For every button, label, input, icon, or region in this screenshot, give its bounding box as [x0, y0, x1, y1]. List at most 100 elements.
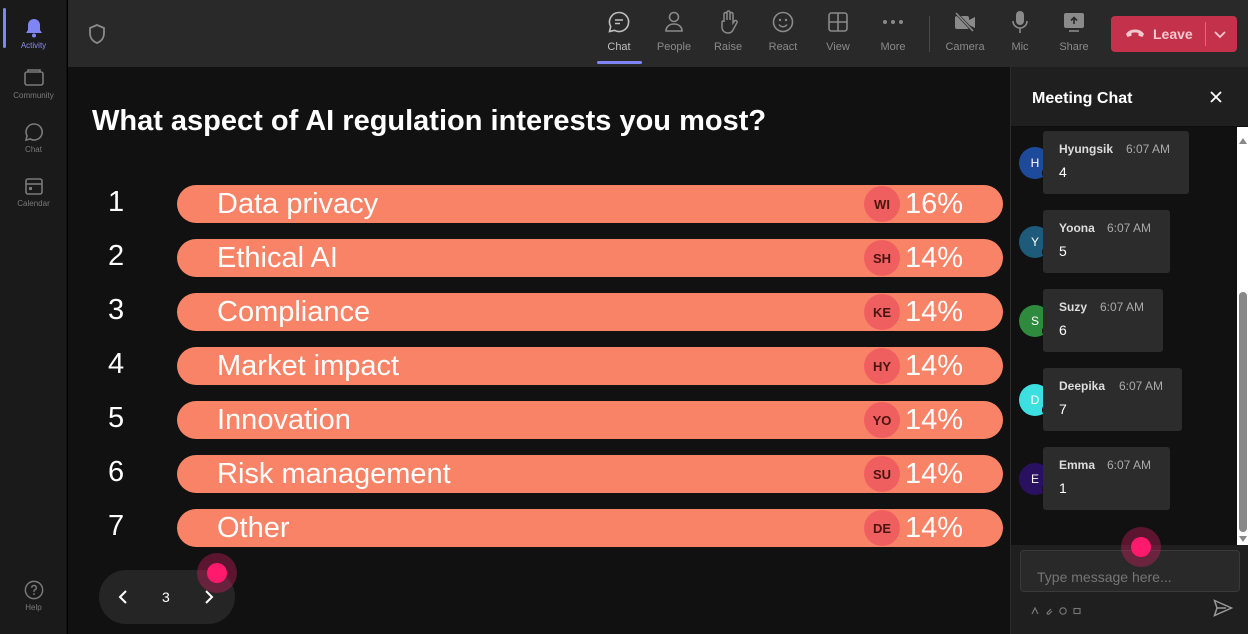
leave-label: Leave — [1153, 26, 1193, 42]
voter-avatar: YO — [864, 402, 900, 438]
option-percent: 14% — [905, 458, 964, 490]
message-bubble: Emma 6:07 AM 1 — [1043, 447, 1170, 510]
option-label: Risk management — [217, 458, 451, 490]
scroll-up-icon[interactable] — [1239, 131, 1247, 149]
emoji-icon[interactable] — [1059, 602, 1067, 620]
chevron-left-icon[interactable] — [115, 588, 133, 611]
toolbar-button-label: React — [768, 41, 798, 53]
option-number: 3 — [108, 294, 125, 326]
message-bubble: Deepika 6:07 AM 7 — [1043, 368, 1182, 431]
share-icon — [1062, 10, 1086, 34]
community-icon — [23, 68, 44, 88]
chevron-down-icon[interactable] — [1213, 27, 1227, 46]
scrollbar-thumb[interactable] — [1239, 292, 1247, 532]
format-icon[interactable] — [1031, 602, 1039, 620]
option-percent: 14% — [905, 242, 964, 274]
poll-question: What aspect of AI regulation interests y… — [92, 105, 767, 137]
left-rail: Activity Community Chat Calendar Help — [0, 0, 67, 634]
message-time: 6:07 AM — [1126, 142, 1171, 156]
option-percent: 14% — [905, 512, 964, 544]
toolbar-button-label: People — [656, 41, 692, 53]
grid-icon — [826, 10, 850, 34]
toolbar-mic-button[interactable]: Mic — [994, 10, 1046, 60]
poll-option[interactable]: 7 Other DE 14% — [68, 508, 1010, 548]
sender-name: Emma — [1059, 458, 1096, 472]
message-bubble: Hyungsik 6:07 AM 4 — [1043, 131, 1189, 194]
toolbar-people-button[interactable]: People — [648, 10, 700, 60]
poll-option[interactable]: 1 Data privacy WI 16% — [68, 184, 1010, 224]
message-text: 4 — [1059, 164, 1067, 180]
rail-item-help[interactable]: Help — [0, 570, 67, 620]
message-text: 5 — [1059, 243, 1067, 259]
sender-name: Deepika — [1059, 379, 1106, 393]
option-bar: Innovation YO 14% — [177, 401, 1003, 439]
option-label: Other — [217, 512, 290, 544]
people-icon — [662, 10, 686, 34]
option-bar: Compliance KE 14% — [177, 293, 1003, 331]
rail-item-activity[interactable]: Activity — [0, 8, 67, 58]
toolbar-button-label: View — [826, 41, 850, 53]
toolbar-react-button[interactable]: React — [757, 10, 809, 60]
rail-item-label: Chat — [25, 145, 42, 154]
help-icon — [24, 580, 44, 600]
toolbar-chat-button[interactable]: Chat — [593, 10, 645, 60]
message-bubble: Yoona 6:07 AM 5 — [1043, 210, 1170, 273]
toolbar-view-button[interactable]: View — [812, 10, 864, 60]
compose-toolbar — [1031, 602, 1081, 620]
leave-button[interactable]: Leave — [1111, 16, 1237, 52]
toolbar-button-label: More — [880, 41, 906, 53]
toolbar-camera-button[interactable]: Camera — [939, 10, 991, 60]
toolbar-raise-button[interactable]: Raise — [702, 10, 754, 60]
rail-item-label: Activity — [20, 41, 47, 50]
message-text: 6 — [1059, 322, 1067, 338]
hand-icon — [716, 10, 740, 34]
toolbar-share-button[interactable]: Share — [1048, 10, 1100, 60]
active-tab-indicator — [597, 61, 642, 64]
voter-avatar: DE — [864, 510, 900, 546]
rail-item-community[interactable]: Community — [0, 58, 67, 108]
option-bar: Data privacy WI 16% — [177, 185, 1003, 223]
option-label: Data privacy — [217, 188, 379, 220]
chevron-right-icon[interactable] — [199, 588, 217, 611]
message-time: 6:07 AM — [1119, 379, 1164, 393]
chat-title: Meeting Chat — [1032, 90, 1133, 107]
toolbar-button-label: Share — [1059, 41, 1089, 53]
send-icon[interactable] — [1213, 599, 1234, 622]
chat-icon — [24, 122, 44, 142]
toolbar-button-label: Raise — [713, 41, 743, 53]
poll-option[interactable]: 3 Compliance KE 14% — [68, 292, 1010, 332]
chat-header-divider — [1011, 126, 1248, 127]
sender-name: Suzy — [1059, 300, 1088, 314]
poll-option[interactable]: 2 Ethical AI SH 14% — [68, 238, 1010, 278]
option-percent: 14% — [905, 404, 964, 436]
option-label: Compliance — [217, 296, 371, 328]
poll-option[interactable]: 5 Innovation YO 14% — [68, 400, 1010, 440]
toolbar-more-button[interactable]: More — [867, 10, 919, 60]
voter-avatar: HY — [864, 348, 900, 384]
voter-avatar: SU — [864, 456, 900, 492]
rail-item-label: Calendar — [17, 199, 50, 208]
option-label: Innovation — [217, 404, 351, 436]
rail-item-chat[interactable]: Chat — [0, 112, 67, 162]
rail-item-calendar[interactable]: Calendar — [0, 166, 67, 216]
pointer-indicator — [1121, 527, 1161, 567]
option-number: 7 — [108, 510, 125, 542]
calendar-icon — [24, 176, 44, 196]
scroll-down-icon[interactable] — [1239, 529, 1247, 547]
close-icon[interactable] — [1209, 90, 1223, 109]
voter-avatar: KE — [864, 294, 900, 330]
shield-icon[interactable] — [88, 24, 106, 49]
phone-hangup-icon — [1125, 25, 1145, 43]
toolbar-button-label: Camera — [945, 41, 985, 53]
camera-off-icon — [953, 10, 977, 34]
sender-name: Yoona — [1059, 221, 1095, 235]
poll-option[interactable]: 6 Risk management SU 14% — [68, 454, 1010, 494]
option-number: 5 — [108, 402, 125, 434]
message-input[interactable] — [1020, 550, 1240, 592]
chat-scrollbar[interactable] — [1237, 127, 1248, 545]
attach-icon[interactable] — [1045, 602, 1053, 620]
poll-option[interactable]: 4 Market impact HY 14% — [68, 346, 1010, 386]
chat-messages: H Hyungsik 6:07 AM 4 Y Yoona 6:07 AM 5 S… — [1011, 127, 1248, 545]
option-bar: Other DE 14% — [177, 509, 1003, 547]
gif-icon[interactable] — [1073, 602, 1081, 620]
